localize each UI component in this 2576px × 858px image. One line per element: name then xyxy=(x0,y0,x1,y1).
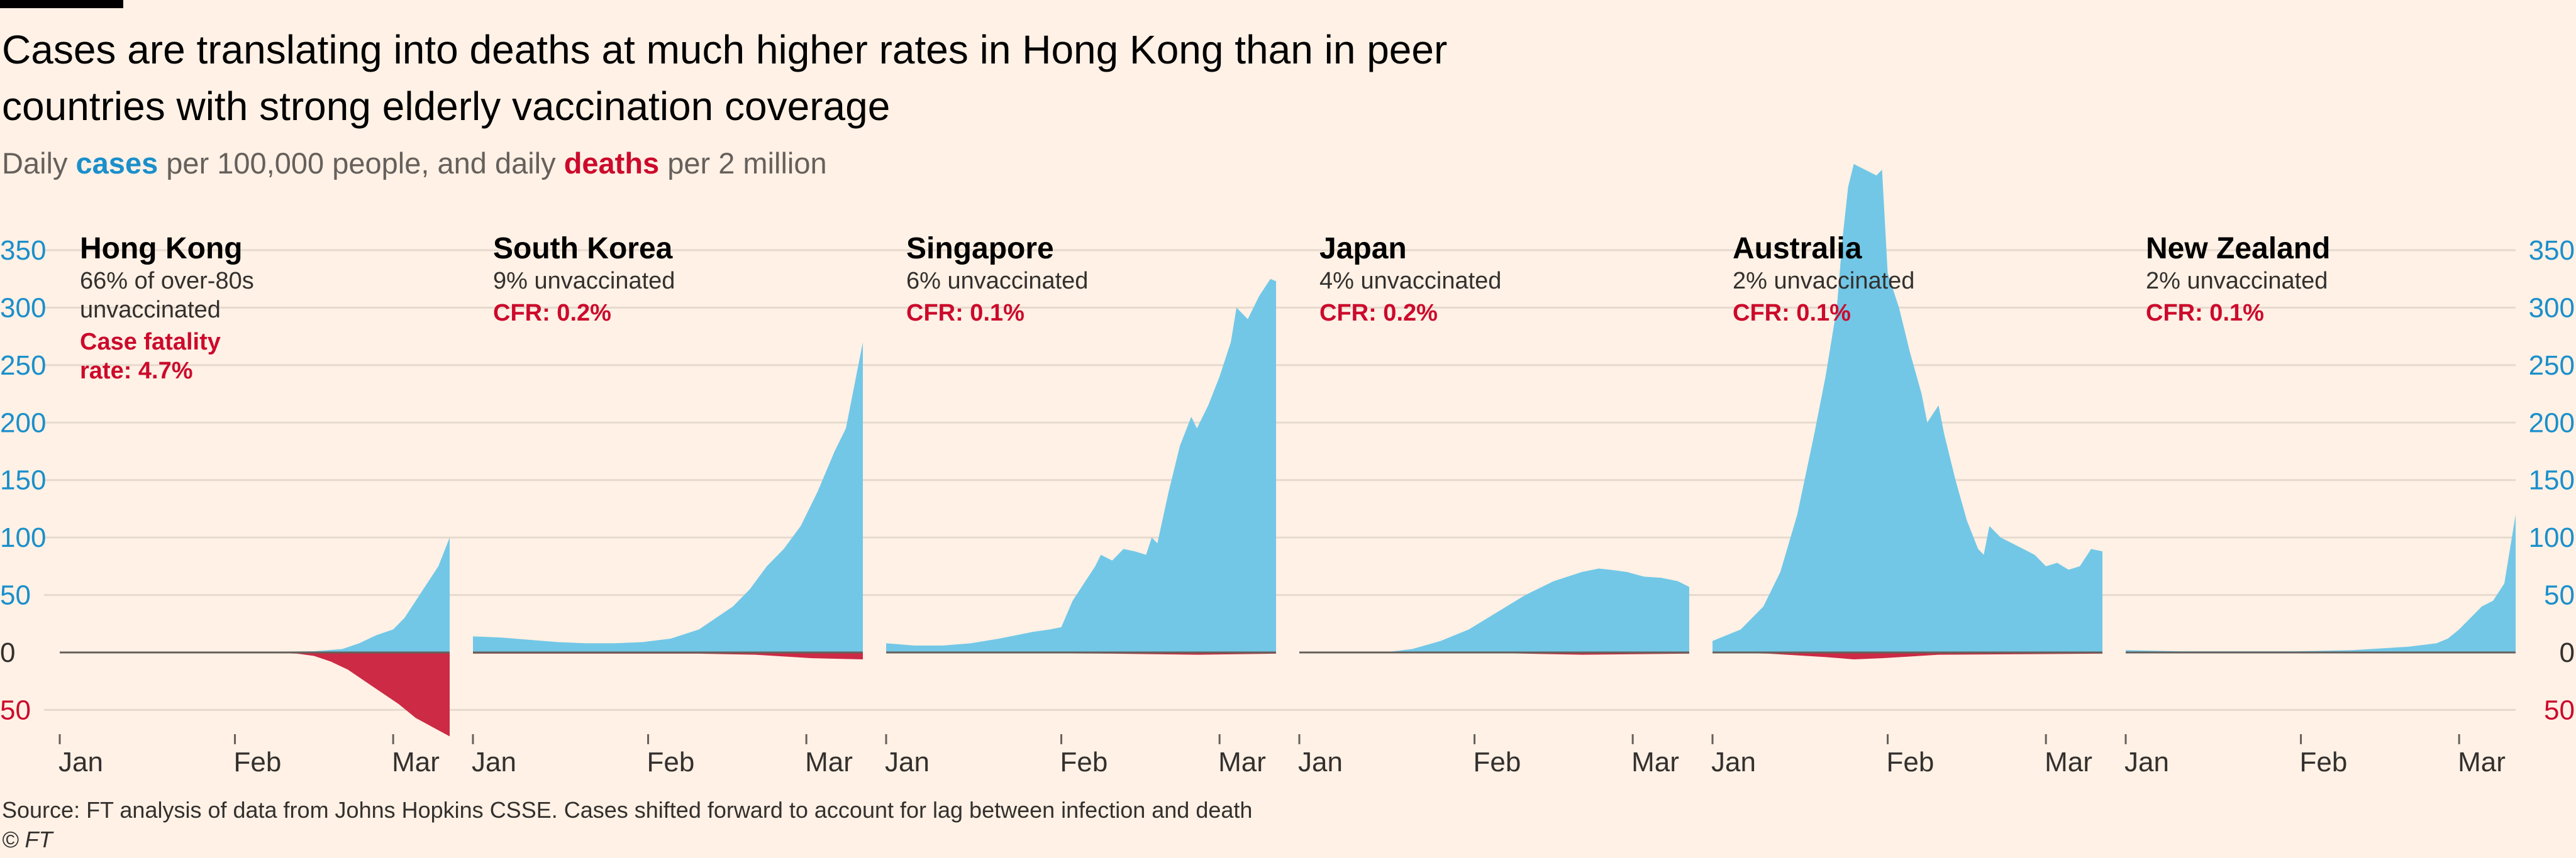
x-tick-label: Mar xyxy=(805,747,853,778)
panel-title: Singapore xyxy=(906,232,1054,265)
panel-cfr: CFR: 0.1% xyxy=(2146,300,2264,326)
cases-area xyxy=(886,278,1276,652)
chart-subtitle: Daily cases per 100,000 people, and dail… xyxy=(2,146,827,180)
panel-note: unvaccinated xyxy=(80,297,221,323)
credit: © FT xyxy=(2,827,53,852)
panel-singapore: Jan Feb Mar Singapore 6% unvaccinated CFR: 0.… xyxy=(885,232,1276,778)
y-tick-label-left: 300 xyxy=(0,292,46,323)
y-tick-label-right: 200 xyxy=(2529,407,2575,438)
panel-australia: Jan Feb Mar Australia 2% unvaccinated CFR: 0.… xyxy=(1711,163,2102,778)
y-tick-label-left: 50 xyxy=(0,580,31,611)
panel-title: Hong Kong xyxy=(80,232,243,265)
x-tick-label: Jan xyxy=(1298,747,1343,778)
x-tick-label: Jan xyxy=(472,747,516,778)
y-tick-label-right: 350 xyxy=(2529,235,2575,266)
x-tick-label: Jan xyxy=(885,747,930,778)
deaths-area xyxy=(1713,652,2102,659)
x-tick-label: Feb xyxy=(1474,747,1521,778)
subtitle-suffix: per 2 million xyxy=(659,146,827,180)
cases-area xyxy=(60,537,450,652)
panel-title: New Zealand xyxy=(2146,232,2330,265)
y-tick-label-left: 150 xyxy=(0,465,46,496)
y-tick-label-right: 250 xyxy=(2529,350,2575,381)
panel-new-zealand: Jan Feb Mar New Zealand 2% unvaccinated CFR: … xyxy=(2124,232,2516,778)
x-tick-label: Feb xyxy=(647,747,695,778)
y-tick-label-left: 100 xyxy=(0,522,46,553)
panel-cfr: Case fatality xyxy=(80,329,221,355)
panel-note: 2% unvaccinated xyxy=(1733,268,1914,294)
x-tick-label: Mar xyxy=(392,747,440,778)
cases-area xyxy=(473,342,863,652)
x-tick-label: Mar xyxy=(1218,747,1266,778)
x-tick-label: Jan xyxy=(1711,747,1756,778)
x-tick-label: Mar xyxy=(2045,747,2092,778)
y-tick-label-left: 200 xyxy=(0,407,46,438)
x-tick-label: Jan xyxy=(58,747,103,778)
x-tick-label: Mar xyxy=(2458,747,2506,778)
panel-note: 9% unvaccinated xyxy=(493,268,675,294)
panel-title: Australia xyxy=(1733,232,1862,265)
y-tick-label-right: 0 xyxy=(2560,637,2575,668)
panel-cfr: rate: 4.7% xyxy=(80,358,193,384)
chart-title: Cases are translating into deaths at muc… xyxy=(2,27,1448,129)
panel-note: 66% of over-80s xyxy=(80,268,254,294)
panel-cfr: CFR: 0.2% xyxy=(1319,300,1438,326)
source-note: Source: FT analysis of data from Johns H… xyxy=(2,797,1253,823)
ft-top-bar xyxy=(0,0,123,8)
y-tick-label-right: 150 xyxy=(2529,465,2575,496)
panel-title: Japan xyxy=(1319,232,1407,265)
x-tick-label: Feb xyxy=(1060,747,1108,778)
x-tick-label: Feb xyxy=(234,747,282,778)
panel-note: 6% unvaccinated xyxy=(906,268,1088,294)
panel-cfr: CFR: 0.2% xyxy=(493,300,611,326)
y-tick-label-left: 250 xyxy=(0,350,46,381)
panel-south-korea: Jan Feb Mar South Korea 9% unvaccinated CFR: … xyxy=(472,232,863,778)
panel-japan: Jan Feb Mar Japan 4% unvaccinated CFR: 0.2% xyxy=(1298,232,1689,778)
subtitle-deaths-word: deaths xyxy=(564,146,660,180)
panel-cfr: CFR: 0.1% xyxy=(906,300,1024,326)
x-tick-label: Jan xyxy=(2124,747,2169,778)
panel-note: 2% unvaccinated xyxy=(2146,268,2328,294)
deaths-area xyxy=(60,652,450,737)
x-tick-label: Mar xyxy=(1631,747,1679,778)
panel-note: 4% unvaccinated xyxy=(1319,268,1501,294)
cases-area xyxy=(1299,568,1689,652)
y-tick-label-right: 100 xyxy=(2529,522,2575,553)
panel-title: South Korea xyxy=(493,232,673,265)
subtitle-cases-word: cases xyxy=(75,146,158,180)
y-tick-label-right: 50 xyxy=(2544,580,2575,611)
y-tick-label-left: 0 xyxy=(0,637,15,668)
deaths-area xyxy=(473,652,863,659)
panel-cfr: CFR: 0.1% xyxy=(1733,300,1851,326)
cases-area xyxy=(1713,163,2102,652)
y-tick-label-left: 50 xyxy=(0,695,31,725)
y-tick-label-right: 300 xyxy=(2529,292,2575,323)
small-multiples-chart: 350 350 300 300 250 250 200 200 150 150 100 100 50 50… xyxy=(0,163,2575,778)
y-tick-label-left: 350 xyxy=(0,235,46,266)
panel-hong-kong: Jan Feb Mar Hong Kong 66% of over-80s unvacci… xyxy=(58,232,450,778)
subtitle-middle: per 100,000 people, and daily xyxy=(158,146,564,180)
x-tick-label: Feb xyxy=(1887,747,1935,778)
x-tick-label: Feb xyxy=(2300,747,2348,778)
cases-area xyxy=(2126,514,2516,652)
subtitle-prefix: Daily xyxy=(2,146,76,180)
y-tick-label-right: 50 xyxy=(2544,695,2575,725)
